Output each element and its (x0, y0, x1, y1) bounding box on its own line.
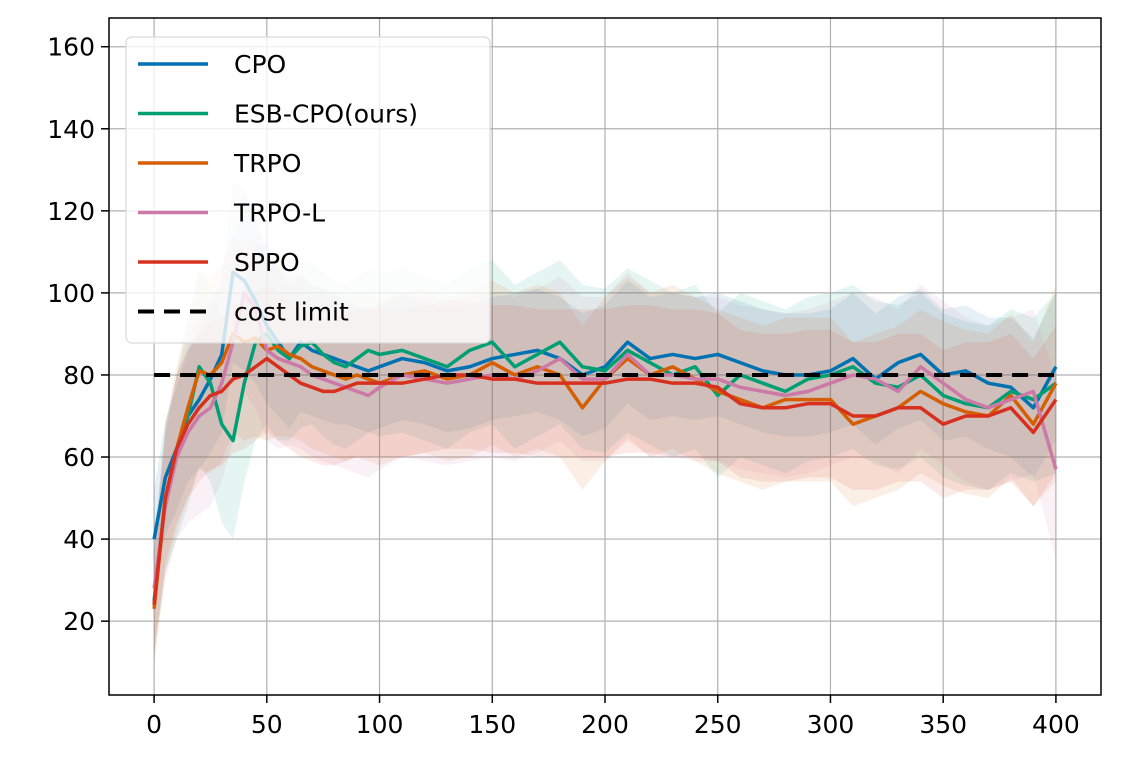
legend-label-cost-limit: cost limit (234, 298, 349, 327)
x-tick-label: 150 (468, 710, 516, 739)
legend-label-esb-cpo-ours: ESB-CPO(ours) (234, 100, 418, 129)
y-tick-label: 160 (47, 33, 95, 62)
y-tick-label: 140 (47, 115, 95, 144)
legend-label-trpo: TRPO (233, 149, 301, 178)
legend-label-trpo-l: TRPO-L (233, 199, 325, 228)
x-tick-label: 250 (694, 710, 742, 739)
x-tick-label: 50 (251, 710, 283, 739)
y-tick-label: 120 (47, 197, 95, 226)
legend-label-cpo: CPO (234, 50, 286, 79)
esb-cpo-ours-band (154, 243, 1056, 659)
x-axis-ticks: 0 50 100 150 200 250 300 350 400 (146, 695, 1080, 739)
legend-box (125, 36, 491, 344)
y-tick-label: 60 (63, 443, 95, 472)
y-axis-ticks: 20 40 60 80 100 120 140 160 (47, 33, 109, 636)
cpo-band (154, 182, 1056, 589)
x-tick-label: 350 (919, 710, 967, 739)
legend: CPO ESB-CPO(ours) TRPO TRPO-L SPPO cost limit (125, 36, 491, 344)
x-tick-label: 400 (1032, 710, 1080, 739)
y-tick-label: 40 (63, 525, 95, 554)
y-tick-label: 80 (63, 361, 95, 390)
y-tick-label: 100 (47, 279, 95, 308)
x-tick-label: 300 (807, 710, 855, 739)
y-tick-label: 20 (63, 607, 95, 636)
x-tick-label: 200 (581, 710, 629, 739)
x-tick-label: 0 (146, 710, 162, 739)
legend-label-sppo: SPPO (234, 248, 300, 277)
sppo-band (154, 284, 1056, 654)
sppo-line (152, 356, 1058, 605)
x-tick-label: 100 (356, 710, 404, 739)
